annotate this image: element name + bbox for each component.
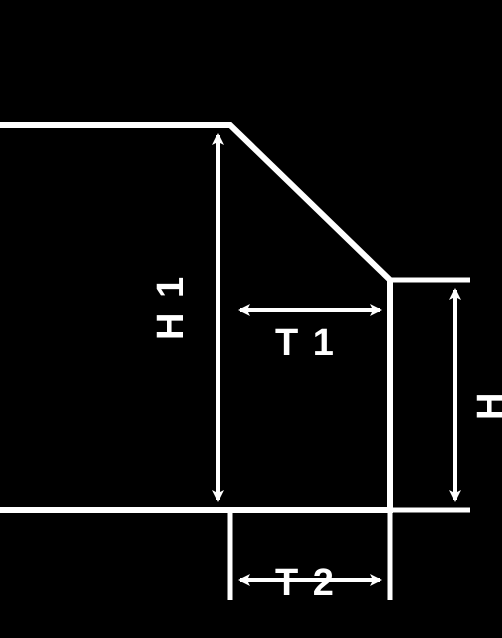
label-h1: H 1 (150, 275, 193, 340)
profile-outline (0, 125, 390, 510)
dimension-lines (218, 135, 455, 580)
label-t2: T 2 (275, 562, 336, 605)
profile-diagram (0, 0, 502, 638)
label-h2: H 2 (470, 388, 502, 420)
extension-lines (230, 280, 470, 600)
label-t1: T 1 (275, 322, 336, 365)
